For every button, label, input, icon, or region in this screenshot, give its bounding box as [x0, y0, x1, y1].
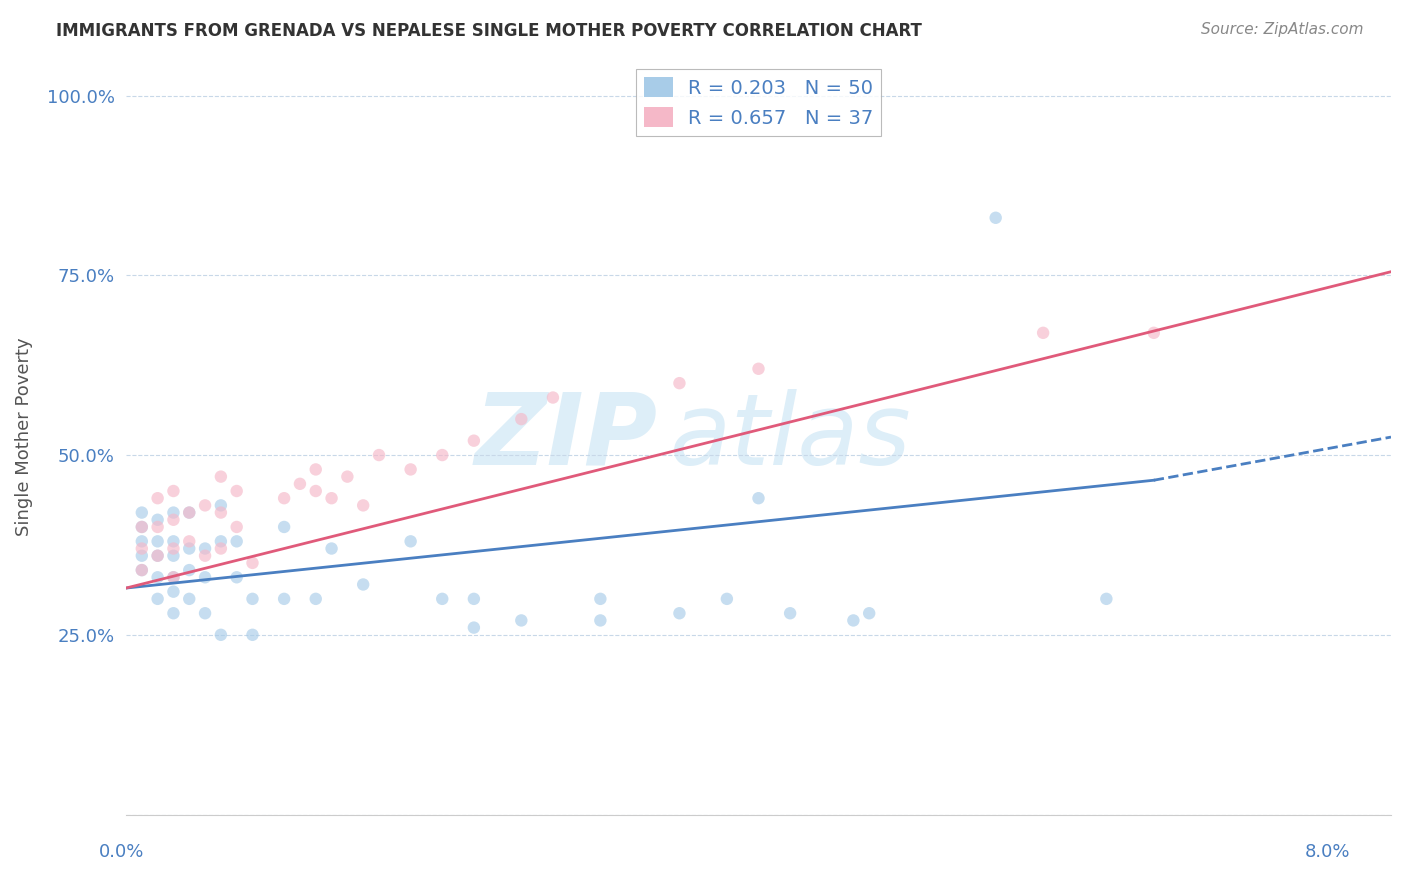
Point: [146, 491, 169, 506]
Point: [194, 549, 217, 563]
Point: [179, 506, 201, 520]
Point: [209, 469, 232, 483]
Point: [162, 513, 184, 527]
Point: [842, 614, 865, 628]
Point: [242, 628, 264, 642]
Point: [131, 506, 153, 520]
Point: [779, 606, 801, 620]
Point: [716, 591, 738, 606]
Point: [668, 606, 690, 620]
Text: ZIP: ZIP: [474, 389, 657, 485]
Point: [162, 506, 184, 520]
Point: [209, 628, 232, 642]
Point: [162, 570, 184, 584]
Point: [131, 541, 153, 556]
Point: [179, 534, 201, 549]
Point: [273, 520, 295, 534]
Point: [399, 534, 422, 549]
Point: [194, 541, 217, 556]
Point: [162, 570, 184, 584]
Point: [510, 412, 533, 426]
Point: [242, 591, 264, 606]
Point: [146, 520, 169, 534]
Point: [368, 448, 391, 462]
Point: [305, 591, 328, 606]
Point: [131, 549, 153, 563]
Point: [321, 491, 343, 506]
Text: 8.0%: 8.0%: [1305, 843, 1350, 861]
Point: [209, 534, 232, 549]
Point: [747, 361, 769, 376]
Point: [162, 549, 184, 563]
Text: Source: ZipAtlas.com: Source: ZipAtlas.com: [1201, 22, 1364, 37]
Point: [1143, 326, 1166, 340]
Point: [432, 591, 454, 606]
Point: [242, 556, 264, 570]
Point: [131, 563, 153, 577]
Point: [146, 513, 169, 527]
Point: [399, 462, 422, 476]
Point: [179, 506, 201, 520]
Text: IMMIGRANTS FROM GRENADA VS NEPALESE SINGLE MOTHER POVERTY CORRELATION CHART: IMMIGRANTS FROM GRENADA VS NEPALESE SING…: [56, 22, 922, 40]
Point: [432, 448, 454, 462]
Point: [305, 483, 328, 498]
Point: [668, 376, 690, 391]
Point: [162, 584, 184, 599]
Text: atlas: atlas: [669, 389, 911, 485]
Point: [162, 483, 184, 498]
Point: [336, 469, 359, 483]
Point: [194, 570, 217, 584]
Point: [463, 621, 485, 635]
Point: [209, 506, 232, 520]
Point: [463, 591, 485, 606]
Point: [1095, 591, 1118, 606]
Point: [352, 577, 374, 591]
Point: [510, 614, 533, 628]
Point: [352, 499, 374, 513]
Point: [179, 541, 201, 556]
Point: [131, 520, 153, 534]
Point: [225, 520, 247, 534]
Point: [146, 549, 169, 563]
Point: [179, 591, 201, 606]
Point: [146, 534, 169, 549]
Point: [209, 499, 232, 513]
Point: [858, 606, 880, 620]
Point: [146, 570, 169, 584]
Point: [273, 591, 295, 606]
Point: [321, 541, 343, 556]
Point: [162, 541, 184, 556]
Point: [288, 476, 311, 491]
Point: [984, 211, 1007, 225]
Legend: R = 0.203   N = 50, R = 0.657   N = 37: R = 0.203 N = 50, R = 0.657 N = 37: [636, 70, 882, 136]
Point: [589, 614, 612, 628]
Y-axis label: Single Mother Poverty: Single Mother Poverty: [15, 338, 32, 536]
Point: [305, 462, 328, 476]
Point: [1032, 326, 1054, 340]
Point: [162, 534, 184, 549]
Point: [131, 520, 153, 534]
Point: [747, 491, 769, 506]
Point: [162, 606, 184, 620]
Point: [209, 541, 232, 556]
Point: [131, 563, 153, 577]
Point: [225, 534, 247, 549]
Point: [194, 499, 217, 513]
Point: [589, 591, 612, 606]
Point: [225, 483, 247, 498]
Point: [225, 570, 247, 584]
Point: [194, 606, 217, 620]
Point: [131, 534, 153, 549]
Point: [146, 591, 169, 606]
Point: [541, 391, 564, 405]
Point: [179, 563, 201, 577]
Point: [463, 434, 485, 448]
Point: [273, 491, 295, 506]
Point: [146, 549, 169, 563]
Text: 0.0%: 0.0%: [98, 843, 143, 861]
